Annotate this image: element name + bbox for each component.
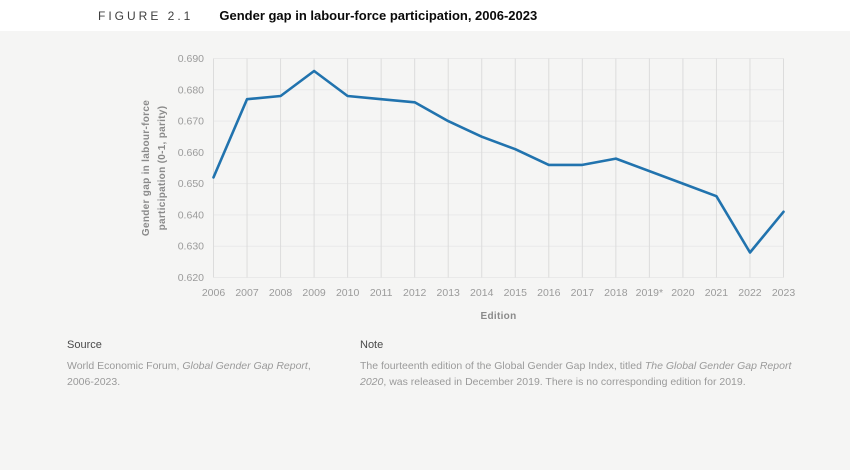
y-axis-label-line2: participation (0-1, parity): [157, 105, 168, 231]
x-tick-label: 2006: [202, 287, 226, 299]
x-tick-label: 2014: [470, 287, 494, 299]
x-tick-label: 2023: [772, 287, 796, 299]
x-tick-label: 2022: [738, 287, 762, 299]
figure-footer: Source World Economic Forum, Global Gend…: [67, 339, 797, 391]
y-tick-label: 0.640: [178, 209, 204, 221]
y-tick-label: 0.660: [178, 147, 204, 159]
y-tick-label: 0.620: [178, 272, 204, 284]
source-heading: Source: [67, 339, 102, 351]
note-block: Note The fourteenth edition of the Globa…: [360, 339, 797, 391]
y-tick-label: 0.680: [178, 84, 204, 96]
x-tick-label: 2010: [336, 287, 360, 299]
x-tick-label: 2008: [269, 287, 293, 299]
x-tick-label: 2019*: [636, 287, 663, 299]
y-tick-label: 0.650: [178, 178, 204, 190]
x-tick-label: 2016: [537, 287, 561, 299]
note-text: The fourteenth edition of the Global Gen…: [360, 360, 792, 388]
gender-gap-line-chart: 0.620 0.630 0.640 0.650 0.660 0.670 0.680 0.690…: [178, 53, 796, 322]
figure-header: FIGURE 2.1 Gender gap in labour-force pa…: [0, 0, 850, 31]
x-tick-label: 2012: [403, 287, 427, 299]
x-tick-label: 2007: [235, 287, 259, 299]
gender-gap-line: [212, 69, 785, 254]
y-axis-label: Gender gap in labour-force participation…: [139, 38, 171, 298]
x-tick-label: 2020: [671, 287, 695, 299]
y-tick-label: 0.670: [178, 116, 204, 128]
x-tick-label: 2011: [370, 287, 393, 299]
figure-number-label: FIGURE 2.1: [98, 8, 194, 23]
note-heading: Note: [360, 339, 384, 351]
y-tick-label: 0.690: [178, 53, 204, 65]
chart-panel: 0.620 0.630 0.640 0.650 0.660 0.670 0.680 0.690…: [0, 31, 850, 470]
source-text: World Economic Forum, Global Gender Gap …: [67, 360, 311, 388]
x-tick-label: 2015: [504, 287, 528, 299]
y-axis-label-line1: Gender gap in labour-force: [141, 99, 152, 237]
y-tick-label: 0.630: [178, 241, 204, 253]
x-axis-title: Edition: [481, 311, 517, 322]
x-tick-label: 2018: [604, 287, 628, 299]
x-tick-label: 2009: [302, 287, 326, 299]
figure-title: Gender gap in labour-force participation…: [219, 8, 538, 23]
x-tick-label: 2017: [571, 287, 595, 299]
x-tick-label: 2013: [437, 287, 461, 299]
x-tick-label: 2021: [705, 287, 729, 299]
source-block: Source World Economic Forum, Global Gend…: [67, 339, 360, 391]
